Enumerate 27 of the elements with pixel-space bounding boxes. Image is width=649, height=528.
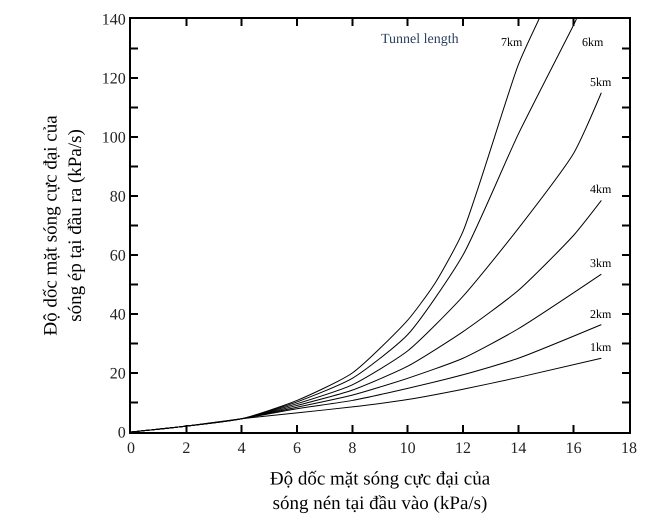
x-tick-label: 6 — [293, 440, 301, 458]
y-axis-title: Độ dốc mặt sóng cực đại của sóng ép tại đầu ra (kPa/s) — [40, 114, 86, 336]
x-tick-label: 2 — [182, 440, 190, 458]
x-tick-label: 16 — [566, 440, 582, 458]
y-tick-label: 120 — [102, 70, 126, 88]
x-tick-label: 12 — [455, 440, 471, 458]
legend-label: 1km — [590, 340, 612, 354]
x-tick-label: 10 — [400, 440, 416, 458]
legend-label: 6km — [582, 35, 604, 49]
y-tick-label: 20 — [110, 366, 126, 383]
legend-label: 3km — [590, 256, 612, 270]
series-label: 7km — [501, 35, 523, 49]
y-tick-label: 0 — [118, 424, 126, 442]
y-tick-label: 40 — [110, 306, 126, 324]
y-tick-label: 80 — [110, 188, 126, 206]
x-tick-label: 4 — [238, 440, 246, 458]
legend-label: 2km — [590, 307, 612, 321]
annotation: Tunnel length — [381, 32, 459, 47]
x-axis-title: Độ dốc mặt sóng cực đại của sóng nén tại đầu vào (kPa/s) — [270, 468, 491, 514]
x-tick-label: 18 — [621, 440, 637, 458]
y-tick-label: 60 — [110, 248, 126, 265]
x-tick-label: 14 — [510, 440, 526, 458]
legend-label: 5km — [590, 75, 612, 89]
y-tick-label: 140 — [102, 12, 126, 29]
y-tick-label: 100 — [102, 130, 126, 147]
x-tick-label: 8 — [348, 440, 356, 458]
legend-label: 4km — [590, 182, 612, 196]
